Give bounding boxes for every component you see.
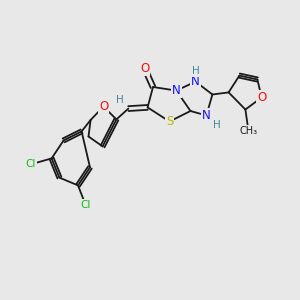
Text: H: H xyxy=(192,66,200,76)
Text: H: H xyxy=(213,120,220,130)
Text: N: N xyxy=(191,75,200,88)
Text: Cl: Cl xyxy=(80,200,91,210)
Text: N: N xyxy=(172,84,181,97)
Text: H: H xyxy=(116,94,123,105)
Text: O: O xyxy=(257,91,266,104)
Text: O: O xyxy=(140,62,149,75)
Text: O: O xyxy=(99,100,108,113)
Text: CH₃: CH₃ xyxy=(239,125,257,136)
Text: Cl: Cl xyxy=(26,159,36,170)
Text: S: S xyxy=(166,115,173,128)
Text: N: N xyxy=(202,109,211,122)
